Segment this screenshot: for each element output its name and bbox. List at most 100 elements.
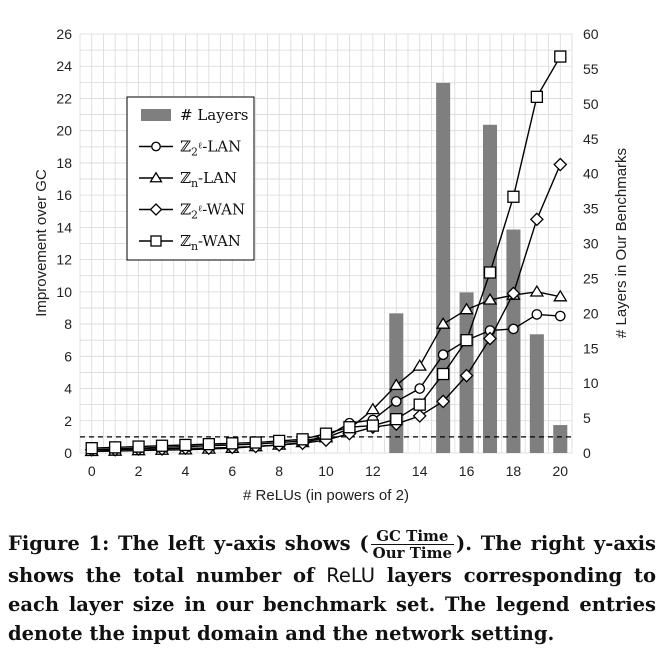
y-right-tick-label: 40	[583, 166, 599, 182]
series-point-square	[108, 441, 122, 454]
legend-label: # Layers	[180, 106, 248, 124]
series-point-square	[554, 50, 567, 63]
y-left-tick-label: 24	[56, 58, 72, 74]
y-right-tick-label: 30	[583, 236, 599, 252]
legend-label: ℤn-LAN	[180, 169, 237, 190]
improvement-series	[84, 50, 568, 457]
series-point-square	[249, 436, 262, 449]
series-point-triangle	[365, 402, 381, 415]
y-left-tick-label: 18	[56, 155, 72, 171]
series-point-triangle	[412, 358, 427, 371]
series-point-square	[436, 367, 450, 381]
series-point-square	[202, 437, 216, 451]
layer-bar	[553, 425, 568, 453]
x-tick-label: 2	[135, 463, 143, 479]
series-point-square	[155, 439, 169, 452]
caption-prefix: Figure 1: The left y-axis shows (	[8, 532, 369, 555]
series-point-circle	[390, 396, 402, 407]
y-left-tick-label: 14	[56, 219, 72, 235]
y-right-tick-label: 55	[583, 61, 599, 77]
series-point-square	[530, 90, 544, 103]
series-point-diamond	[459, 368, 474, 383]
x-tick-label: 16	[459, 463, 475, 479]
legend-label: ℤn-WAN	[180, 232, 241, 253]
y-right-tick-label: 10	[583, 375, 599, 391]
legend-marker-diamond	[149, 203, 163, 216]
y-left-tick-label: 6	[64, 348, 72, 364]
figure-caption: Figure 1: The left y-axis shows (GC Time…	[8, 528, 656, 648]
series-point-triangle	[529, 284, 545, 297]
series-point-square	[272, 434, 286, 448]
series-point-square	[390, 413, 403, 426]
y-left-tick-label: 22	[56, 90, 72, 106]
series-point-circle	[554, 310, 566, 322]
series-point-square	[343, 421, 356, 434]
series-point-triangle	[553, 289, 568, 302]
series-point-square	[179, 438, 192, 452]
y-right-tick-label: 15	[583, 340, 599, 356]
y-left-axis-label: Improvement over GC	[33, 169, 50, 317]
series-point-circle	[437, 349, 449, 361]
x-tick-label: 12	[365, 463, 381, 479]
series-point-square	[483, 266, 497, 279]
y-right-tick-label: 50	[583, 96, 599, 112]
fraction-numerator: GC Time	[370, 528, 455, 545]
x-tick-label: 0	[88, 463, 96, 479]
layer-bar	[506, 229, 521, 453]
series-point-diamond	[506, 286, 521, 301]
legend-marker-circle	[151, 141, 161, 152]
caption-suffix: layers corresponding to each layer size …	[8, 564, 656, 645]
series-point-square	[366, 419, 380, 432]
series-point-circle	[414, 383, 426, 394]
y-right-tick-label: 5	[583, 410, 591, 426]
series-point-square	[85, 442, 98, 455]
chart: 0 2 4 6 8 10 12 14 16 18 20 0246810121416182022242…	[33, 26, 630, 504]
series-point-triangle	[435, 317, 451, 329]
y-right-axis-label: # Layers in Our Benchmarks	[613, 148, 630, 338]
y-left-tick-label: 26	[56, 26, 72, 42]
series-point-square	[226, 437, 239, 450]
y-left-tick-label: 2	[64, 413, 72, 429]
layer-bar	[482, 124, 498, 454]
y-right-tick-label: 60	[583, 26, 599, 42]
legend-marker-triangle	[149, 171, 163, 183]
y-right-tick-label: 25	[583, 270, 599, 286]
y-left-tick-label: 12	[56, 252, 72, 268]
y-left-tick-label: 0	[64, 445, 72, 461]
series-point-triangle	[482, 292, 498, 305]
series-point-square	[319, 427, 333, 440]
series-point-triangle	[459, 302, 474, 315]
x-tick-label: 10	[318, 463, 334, 479]
x-tick-label: 4	[182, 463, 190, 479]
x-tick-label: 6	[228, 463, 236, 479]
x-tick-labels: 0 2 4 6 8 10 12 14 16 18 20	[88, 463, 568, 479]
y-left-tick-label: 20	[56, 123, 72, 139]
y-left-tick-label: 8	[64, 316, 72, 332]
legend-marker-square	[150, 235, 162, 247]
x-tick-label: 8	[275, 463, 283, 479]
series-point-triangle	[389, 378, 404, 391]
caption-relu-word: ReLU	[326, 564, 376, 587]
legend-bar-swatch	[141, 109, 171, 121]
x-axis-label: # ReLUs (in powers of 2)	[243, 487, 409, 504]
caption-middle: ). The right y-axis shows the total numb…	[8, 532, 656, 587]
series-point-diamond	[436, 394, 451, 409]
y-left-tick-label: 10	[56, 284, 72, 300]
x-tick-label: 20	[552, 463, 568, 479]
fraction-denominator: Our Time	[372, 544, 453, 562]
y-right-tick-label: 35	[583, 201, 599, 217]
series-point-square	[507, 190, 520, 203]
y-left-tick-label: 16	[56, 187, 72, 203]
series-point-square	[132, 440, 145, 453]
series-point-square	[296, 433, 309, 446]
series-point-diamond	[529, 212, 544, 227]
legend-label: ℤ2ℓ-WAN	[180, 201, 245, 222]
series-point-square	[460, 334, 473, 347]
y-right-tick-labels: 0 5 10 15 20 25 30 35 40 45 50 55 60	[583, 26, 599, 461]
series-point-circle	[531, 309, 543, 320]
series-point-diamond	[483, 331, 497, 346]
caption-fraction: GC Time Our Time	[370, 528, 455, 562]
series-point-square	[413, 398, 426, 411]
y-left-tick-label: 4	[64, 381, 72, 397]
